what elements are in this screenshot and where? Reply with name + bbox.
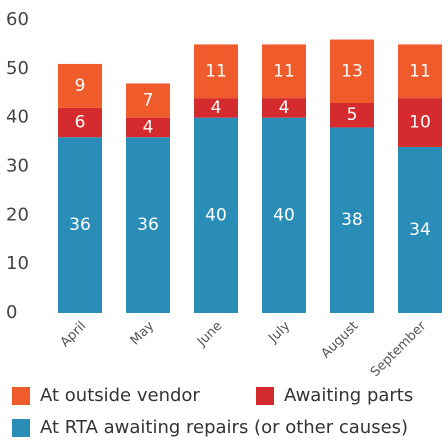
bar-segment xyxy=(262,98,306,118)
bar-segment xyxy=(194,44,238,99)
y-tick-label: 0 xyxy=(6,302,17,323)
x-tick-label: May xyxy=(128,318,158,348)
data-label: 10 xyxy=(409,113,431,133)
data-label: 11 xyxy=(273,61,295,81)
data-label: 9 xyxy=(75,76,86,96)
x-tick-label: August xyxy=(319,319,362,362)
data-label: 13 xyxy=(341,61,363,81)
bar-segment xyxy=(126,137,170,313)
data-label: 34 xyxy=(409,220,431,240)
data-label: 11 xyxy=(205,61,227,81)
x-tick-label: September xyxy=(368,318,430,380)
data-label: 5 xyxy=(347,105,358,125)
bar-segment xyxy=(330,39,374,104)
bar-segment xyxy=(398,146,442,313)
bar-segment xyxy=(194,98,238,118)
y-tick-label: 30 xyxy=(6,156,29,177)
bar-segment xyxy=(398,98,442,147)
data-label: 6 xyxy=(75,113,86,133)
legend-swatch xyxy=(12,419,30,437)
legend-swatch xyxy=(256,387,274,405)
data-label: 36 xyxy=(137,215,159,235)
data-label: 7 xyxy=(143,91,154,111)
data-label: 4 xyxy=(143,117,154,137)
y-tick-label: 20 xyxy=(6,204,29,225)
bar-segment xyxy=(262,44,306,99)
y-tick-label: 60 xyxy=(6,9,29,30)
bar-segment xyxy=(194,117,238,314)
bar-segment xyxy=(58,107,102,138)
legend-label: Awaiting parts xyxy=(284,385,413,406)
data-label: 38 xyxy=(341,210,363,230)
bar-segment xyxy=(262,117,306,314)
data-label: 40 xyxy=(273,205,295,225)
data-label: 4 xyxy=(279,98,290,118)
y-tick-label: 50 xyxy=(6,58,29,79)
y-tick-label: 10 xyxy=(6,253,29,274)
data-label: 11 xyxy=(409,61,431,81)
legend-label: At RTA awaiting repairs (or other causes… xyxy=(40,417,408,438)
bar-segment xyxy=(58,137,102,313)
x-tick-label: April xyxy=(58,319,90,351)
data-label: 40 xyxy=(205,205,227,225)
legend-label: At outside vendor xyxy=(40,385,200,406)
y-tick-label: 40 xyxy=(6,107,29,128)
bar-segment xyxy=(330,103,374,128)
legend-swatch xyxy=(12,387,30,405)
x-tick-label: June xyxy=(194,319,225,350)
data-label: 4 xyxy=(211,98,222,118)
bar-segment xyxy=(330,127,374,313)
bar-segment xyxy=(58,63,102,108)
bar-segment xyxy=(126,83,170,118)
bar-segment xyxy=(126,117,170,138)
x-tick-label: July xyxy=(265,318,293,346)
bar-segment xyxy=(398,44,442,99)
data-label: 36 xyxy=(69,215,91,235)
